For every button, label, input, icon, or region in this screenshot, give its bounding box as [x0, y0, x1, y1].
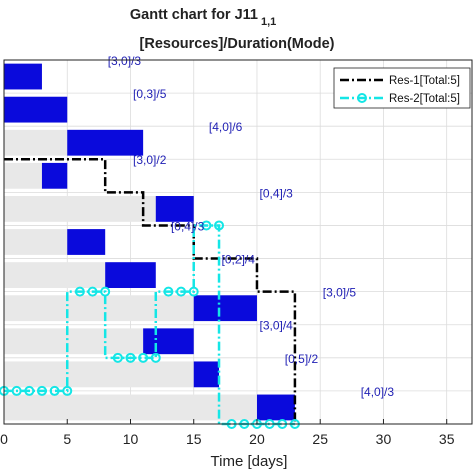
series-2-marker-3: [36, 385, 47, 396]
task-label-9: [3,0]/4: [260, 319, 294, 333]
series-2-marker-13: [138, 352, 149, 363]
x-axis-ticks: 0 5 10 15 20 25 30 35: [0, 419, 455, 447]
task-label-4: [3,0]/2: [133, 153, 167, 167]
x-tick-label-7: 35: [439, 431, 455, 447]
task-label-8: [3,0]/5: [323, 286, 357, 300]
task-label-3: [4,0]/6: [209, 120, 243, 134]
series-2-marker-1: [11, 385, 22, 396]
task-bar-8: [193, 295, 257, 322]
task-bar-2: [4, 96, 68, 123]
series-2-marker-20: [201, 220, 212, 231]
chart-subtitle: [Resources]/Duration(Mode): [140, 36, 335, 52]
slack-bar-3: [4, 129, 68, 156]
legend-res2-marker: [357, 93, 367, 103]
series-2-marker-5: [62, 385, 73, 396]
task-label-5: [0,4]/3: [260, 186, 294, 200]
series-2-marker-2: [24, 385, 35, 396]
series-2-marker-11: [112, 352, 123, 363]
x-tick-label-6: 30: [376, 431, 392, 447]
x-tick-label-4: 20: [249, 431, 265, 447]
legend: Res-1[Total:5] Res-2[Total:5]: [333, 67, 471, 109]
x-tick-label-2: 10: [123, 431, 139, 447]
x-tick-label-5: 25: [312, 431, 328, 447]
series-2-marker-16: [163, 286, 174, 297]
x-axis-label: Time [days]: [211, 453, 288, 470]
series-line-1: [4, 158, 297, 424]
task-label-7: [0,2]/4: [222, 253, 256, 267]
x-tick-label-1: 5: [63, 431, 71, 447]
task-label-1: [3,0]/3: [108, 54, 142, 68]
legend-box: [333, 67, 471, 109]
slack-bar-8: [4, 295, 194, 322]
task-bar-7: [105, 262, 156, 288]
series-2-marker-14: [150, 352, 161, 363]
task-bar-10: [193, 361, 220, 388]
task-bar-1: [4, 63, 42, 90]
task-label-2: [0,3]/5: [133, 87, 167, 101]
task-label-6: [0,4]/3: [171, 219, 205, 233]
series-2-marker-8: [87, 286, 98, 297]
slack-bars: [4, 129, 257, 421]
x-tick-label-0: 0: [0, 431, 8, 447]
task-bar-5: [155, 196, 194, 222]
x-tick-label-3: 15: [186, 431, 202, 447]
slack-bar-7: [4, 262, 106, 288]
slack-bar-5: [4, 196, 156, 222]
series-2-marker-7: [74, 286, 85, 297]
task-bar-9: [143, 328, 194, 355]
task-label-10: [0,5]/2: [285, 352, 319, 366]
task-bar-6: [67, 229, 106, 255]
series-2-marker-18: [188, 286, 199, 297]
series-2-marker-4: [49, 385, 60, 396]
plot-area: [3,0]/3 [0,3]/5 [4,0]/6 [3,0]/2 [0,4]/3 [0,4]…: [0, 54, 473, 447]
task-bar-11: [256, 394, 295, 421]
legend-res1-label: Res-1[Total:5]: [389, 75, 460, 87]
series-2-marker-12: [125, 352, 136, 363]
slack-bar-10: [4, 361, 194, 388]
series-2-marker-17: [176, 286, 187, 297]
series-2-marker-21: [214, 220, 225, 231]
task-bar-3: [67, 129, 144, 156]
slack-bar-4: [4, 162, 42, 189]
task-bars: [4, 63, 295, 421]
slack-bar-11: [4, 394, 257, 421]
task-label-11: [4,0]/3: [361, 385, 395, 399]
legend-res2-label: Res-2[Total:5]: [389, 93, 460, 105]
chart-title-subscript: 1,1: [261, 16, 276, 28]
task-labels: [3,0]/3 [0,3]/5 [4,0]/6 [3,0]/2 [0,4]/3 [0,4]…: [108, 54, 395, 399]
task-bar-4: [41, 162, 68, 189]
plot-frame: [3, 59, 473, 425]
slack-bar-9: [4, 328, 144, 355]
chart-title: Gantt chart for J11: [130, 7, 258, 23]
series-2-marker-9: [100, 286, 111, 297]
slack-bar-6: [4, 229, 68, 255]
